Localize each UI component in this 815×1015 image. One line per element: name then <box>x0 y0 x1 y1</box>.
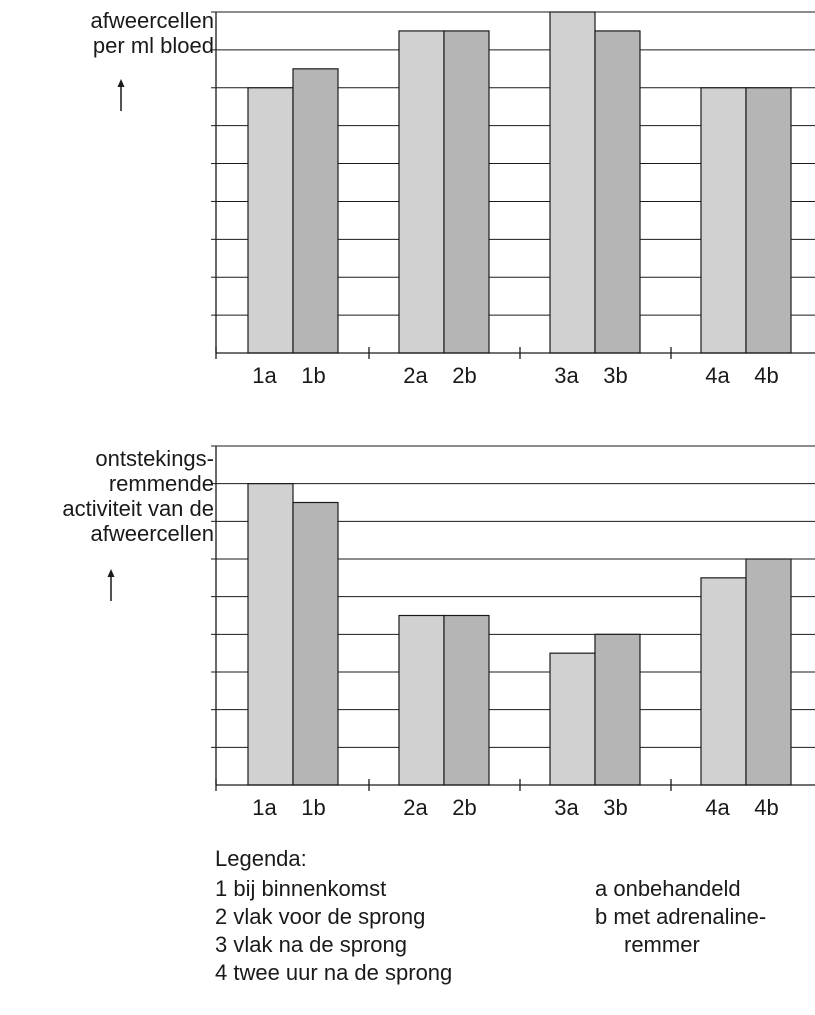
legend-item: 3 vlak na de sprong <box>215 932 408 957</box>
bar-4a <box>700 577 747 786</box>
legend-item: 1 bij binnenkomst <box>215 876 387 901</box>
x-tick-label: 3b <box>603 795 627 820</box>
x-tick-label: 2a <box>403 363 428 388</box>
y-axis-label-line: afweercellen <box>90 8 214 33</box>
bar-3b <box>594 30 641 354</box>
bar-2b <box>443 614 490 786</box>
bar-3b <box>594 633 641 786</box>
legend-title: Legenda: <box>215 846 307 871</box>
legend-item: 2 vlak voor de sprong <box>215 904 426 929</box>
chart-afweercellen: 1a 1b 2a 2b 3a 3b 4a 4b <box>211 11 815 388</box>
x-tick-label: 1a <box>252 363 277 388</box>
legend-item: 4 twee uur na de sprong <box>215 960 453 985</box>
x-tick-label: 3a <box>554 795 579 820</box>
legend-item: a onbehandeld <box>595 876 741 901</box>
legend-numbers: 1 bij binnenkomst 2 vlak voor de sprong … <box>215 875 452 987</box>
legend-item: remmer <box>624 932 700 957</box>
x-tick-label: 2a <box>403 795 428 820</box>
bar-2b <box>443 30 490 354</box>
bar-2a <box>398 614 445 786</box>
bar-1b <box>292 501 339 786</box>
legend-letters: a onbehandeld b met adrenaline- remmer <box>595 875 766 959</box>
x-tick-label: 4b <box>754 363 778 388</box>
y-axis-label-2: ontstekings- remmende activiteit van de … <box>62 446 214 546</box>
up-arrow-icon <box>117 79 125 111</box>
up-arrow-icon <box>107 569 115 601</box>
y-axis-label-line: afweercellen <box>90 521 214 546</box>
y-axis-label-line: ontstekings- <box>95 446 214 471</box>
x-tick-label: 4b <box>754 795 778 820</box>
bar-3a <box>549 652 596 786</box>
x-tick-label: 3b <box>603 363 627 388</box>
x-tick-label: 2b <box>452 795 476 820</box>
x-tick-label: 1b <box>301 795 325 820</box>
x-tick-label: 4a <box>705 795 730 820</box>
bar-4b <box>745 87 792 354</box>
x-tick-label: 1b <box>301 363 325 388</box>
x-tick-label: 2b <box>452 363 476 388</box>
y-axis-label-1: afweercellen per ml bloed <box>90 8 214 58</box>
y-axis-label-line: per ml bloed <box>92 33 214 58</box>
bar-4b <box>745 558 792 786</box>
bar-1b <box>292 68 339 354</box>
x-tick-label: 3a <box>554 363 579 388</box>
y-axis-label-line: remmende <box>108 471 214 496</box>
legend: Legenda: 1 bij binnenkomst 2 vlak voor d… <box>215 845 815 1015</box>
x-tick-label: 4a <box>705 363 730 388</box>
chart-ontstekingsremmende-activiteit: 1a 1b 2a 2b 3a 3b 4a 4b <box>211 445 815 820</box>
bar-1a <box>247 483 294 786</box>
legend-item: b met adrenaline- <box>595 904 767 929</box>
y-axis-label-line: activiteit van de <box>62 496 214 521</box>
x-tick-label: 1a <box>252 795 277 820</box>
